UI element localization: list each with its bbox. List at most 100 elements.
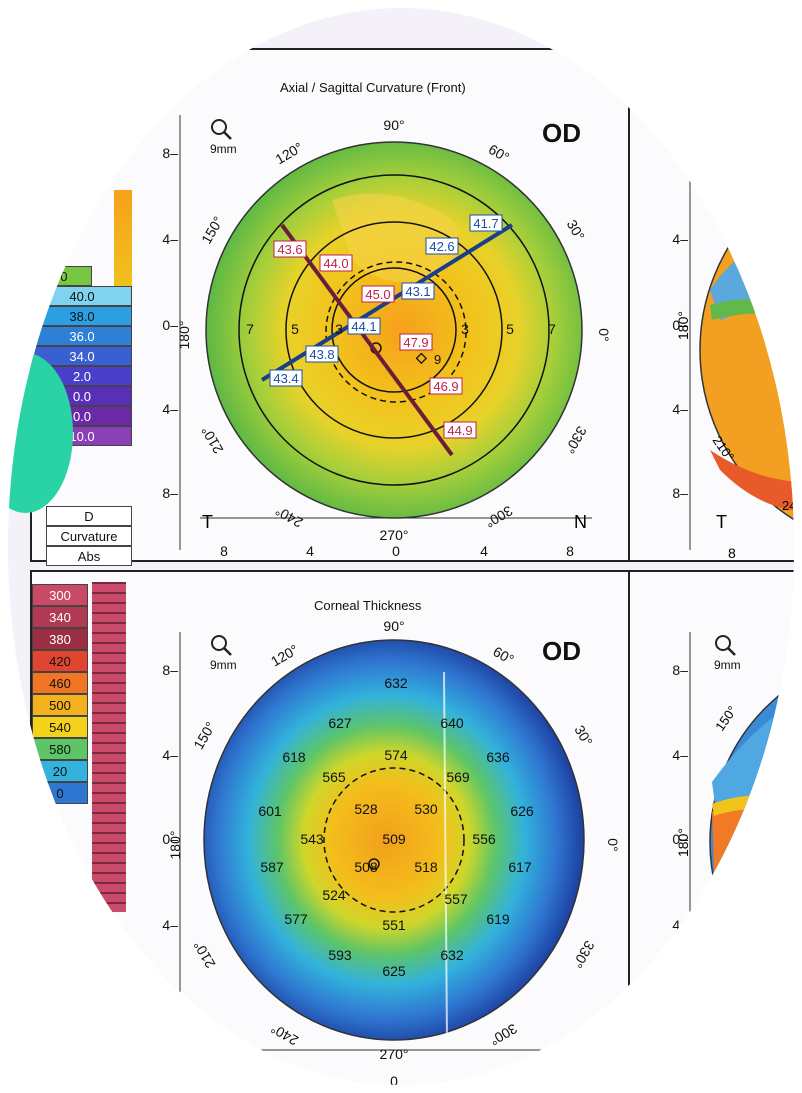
angle-label: 150° (198, 213, 226, 246)
flat-value-box (269, 369, 303, 387)
thickness-value: 508 (354, 859, 378, 875)
y-tick-label: 0– (162, 317, 178, 333)
legend-unit: D (46, 506, 132, 526)
svg-text:8: 8 (728, 545, 736, 560)
y-tick-label: 0– (672, 317, 688, 333)
right-zoom-icon (714, 634, 738, 663)
right-thickness-panel: 9mm B 8–4–0–4– 180° 150° 1 (628, 570, 794, 1085)
thickness-legend-cell: 20 (32, 760, 88, 782)
angle-label: 90° (383, 117, 404, 133)
thickness-value: 530 (414, 801, 438, 817)
legend-abs: Abs (46, 546, 132, 566)
svg-text:T: T (716, 512, 727, 532)
y-tick-label: 4– (162, 401, 178, 417)
thickness-value: 601 (258, 803, 282, 819)
angle-label: 30° (564, 217, 588, 243)
thickness-legend-cell: 420 (32, 650, 88, 672)
thickness-map: 90° 60° 30° 0° 330° 300° 270° 240° 210° 180° 150° 1… (162, 618, 621, 1085)
thickness-value: 565 (322, 769, 346, 785)
y-tick-label: 4– (672, 917, 688, 933)
angle-label: 180° (176, 321, 192, 350)
angle-label: 270° (380, 1046, 409, 1062)
x-tick-label: 8 (220, 543, 228, 559)
ring-label: 5 (506, 321, 514, 337)
thickness-legend-cell: 0 (32, 782, 88, 804)
ring-label: 3 (461, 321, 469, 337)
thickness-value: 587 (260, 859, 284, 875)
thickness-legend-cell: 460 (32, 672, 88, 694)
flat-value-box (469, 214, 503, 232)
thickness-value: 617 (508, 859, 532, 875)
thickness-legend (32, 572, 140, 1085)
y-tick-label: 8– (672, 145, 688, 161)
angle-label: 240° (272, 503, 305, 531)
thickness-legend-cell: 540 (32, 716, 88, 738)
y-tick-label: 4– (162, 917, 178, 933)
thickness-title: Corneal Thickness (314, 598, 422, 613)
flat-value-box (347, 317, 381, 335)
angle-label: 300° (482, 503, 515, 531)
temporal-label: T (202, 512, 213, 532)
thickness-value: 574 (384, 747, 408, 763)
angle-label: 270° (380, 527, 409, 543)
angle-label: 60° (490, 643, 516, 667)
thickness-eye-label: OD (542, 636, 581, 666)
steep-value: 47.9 (403, 335, 428, 350)
thickness-value: 632 (440, 947, 464, 963)
thickness-value: 627 (328, 715, 352, 731)
thickness-value: 593 (328, 947, 352, 963)
flat-value: 43.8 (309, 347, 334, 362)
angle-label: 0° (605, 838, 621, 851)
legend-partial-1: .0 (32, 266, 92, 286)
curvature-zoom-label: 9mm (210, 142, 237, 156)
flat-value-box (401, 282, 435, 300)
x-tick-label: 4 (478, 1073, 486, 1085)
angle-label: 90° (383, 618, 404, 634)
thickness-panel: 300 340 380 420 460 500 540 580 20 0 Corneal Thic… (30, 570, 630, 1085)
legend-curvature: Curvature (46, 526, 132, 546)
y-tick-label: 8– (162, 662, 178, 678)
steep-value: 46.9 (433, 379, 458, 394)
steep-value-box (319, 254, 353, 272)
thickness-legend-cell: 580 (32, 738, 88, 760)
flat-value-box (305, 345, 339, 363)
flat-value: 43.4 (273, 371, 298, 386)
x-tick-label: 4 (306, 1073, 314, 1085)
angle-label: 210° (198, 423, 226, 456)
steep-value-box (429, 377, 463, 395)
svg-text:180°: 180° (675, 828, 691, 857)
flat-value-box (425, 237, 459, 255)
thickness-value: 524 (322, 887, 346, 903)
thickness-nasal-label: N (574, 1028, 587, 1048)
y-tick-label: 8– (672, 662, 688, 678)
flat-value: 43.1 (405, 284, 430, 299)
y-tick-label: 4– (162, 747, 178, 763)
thickness-value: 556 (472, 831, 496, 847)
thickness-value: 557 (444, 891, 468, 907)
thickness-legend-cell: 380 (32, 628, 88, 650)
thickness-value: 518 (414, 859, 438, 875)
steep-value: 43.6 (277, 242, 302, 257)
flat-value: 42.6 (429, 239, 454, 254)
thickness-value: 626 (510, 803, 534, 819)
thickness-value: 509 (382, 831, 406, 847)
thickness-value: 619 (486, 911, 510, 927)
svg-text:180°: 180° (675, 311, 691, 340)
thickness-value: 640 (440, 715, 464, 731)
curvature-eye-label: OD (542, 118, 581, 148)
photo-frame: .0 40.0 38.0 36.0 34.0 2.0 0.0 0.0 10.0 … (8, 8, 794, 1085)
y-tick-label: 4– (672, 231, 688, 247)
y-tick-label: 4– (672, 747, 688, 763)
steep-value: 44.9 (447, 423, 472, 438)
angle-label: 210° (190, 938, 218, 971)
y-tick-label: 8– (162, 145, 178, 161)
svg-text:150°: 150° (712, 703, 740, 734)
angle-label: 240° (268, 1020, 301, 1048)
legend-40: 40.0 (32, 286, 132, 306)
thickness-value: 632 (384, 675, 408, 691)
y-tick-label: 8– (162, 485, 178, 501)
ring-label: 5 (291, 321, 299, 337)
y-tick-label: 4– (672, 401, 688, 417)
angle-label: 120° (268, 641, 301, 669)
right-zoom-label: 9mm (714, 658, 741, 672)
